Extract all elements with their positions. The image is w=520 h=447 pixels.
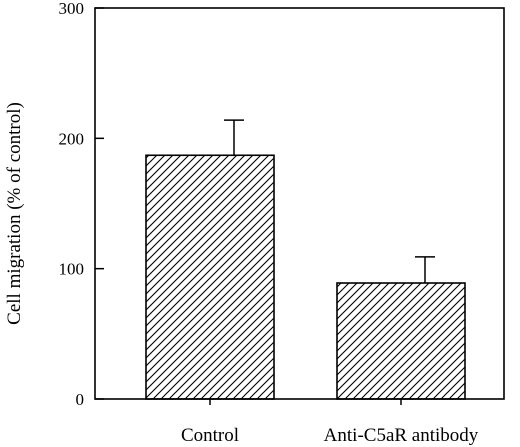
- y-tick-label: 0: [76, 390, 85, 409]
- y-tick-label: 200: [59, 129, 85, 148]
- bar-anti-c5ar-antibody: [336, 282, 466, 400]
- x-category-label: Control: [181, 425, 239, 446]
- y-tick-label: 100: [59, 260, 85, 279]
- x-category-label: Anti-C5aR antibody: [324, 425, 479, 446]
- bars-layer: [145, 154, 466, 400]
- error-bars-layer: [224, 119, 435, 284]
- y-axis-ticks: 0 100 200 300: [59, 0, 104, 409]
- y-tick-label: 300: [59, 0, 85, 18]
- bar-control: [145, 154, 275, 400]
- plot-frame: [94, 7, 505, 400]
- y-axis-title: Cell migration (% of control): [4, 102, 25, 325]
- x-axis-category-labels: Control Anti-C5aR antibody: [181, 399, 479, 446]
